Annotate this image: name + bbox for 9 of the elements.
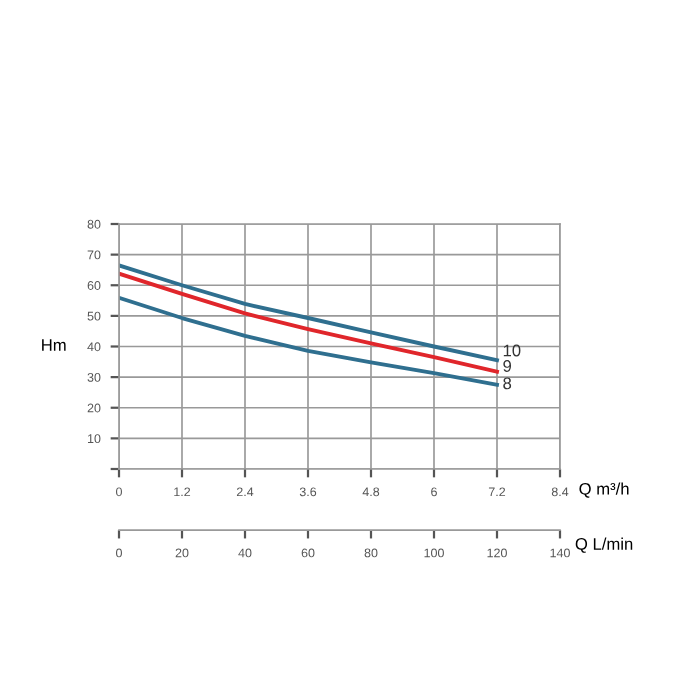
x-axis-title: Q m³/h xyxy=(579,482,629,498)
line-series xyxy=(119,271,499,374)
x2-axis-title: Q L/min xyxy=(575,537,633,553)
series-label: 9 xyxy=(503,360,512,372)
series-label: 8 xyxy=(503,377,512,390)
series-label: 10 xyxy=(503,344,521,357)
line-series xyxy=(119,263,499,363)
y-axis-title: Hm xyxy=(42,339,66,351)
line-series xyxy=(119,295,499,387)
